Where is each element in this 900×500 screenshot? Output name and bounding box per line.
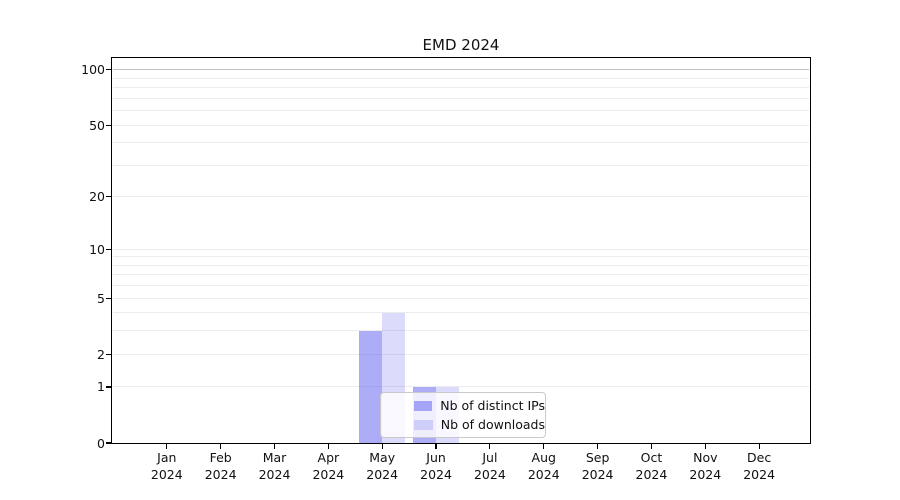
x-tick-mark-dec [758, 444, 760, 449]
y-tick-label-2: 2 [97, 346, 105, 362]
y-tick-mark-5 [106, 297, 111, 299]
legend-swatch-downloads-icon [414, 419, 433, 430]
gridline-6 [113, 285, 809, 287]
legend: Nb of distinct IPs Nb of downloads [380, 392, 546, 438]
x-tick-month: May [369, 450, 396, 465]
y-tick-label-100: 100 [81, 62, 105, 78]
x-tick-mark-aug [543, 444, 545, 449]
x-tick-label-apr: Apr 2024 [296, 450, 360, 483]
gridline-40 [113, 142, 809, 144]
x-tick-month: Mar [262, 450, 287, 465]
y-tick-mark-1 [106, 386, 111, 388]
x-tick-year: 2024 [312, 466, 345, 482]
x-tick-month: Oct [640, 450, 663, 465]
legend-swatch-distinct-ips-icon [414, 400, 433, 411]
y-tick-mark-10 [106, 248, 111, 250]
x-tick-month: Feb [209, 450, 232, 465]
gridline-70 [113, 97, 809, 99]
x-tick-label-jun: Jun 2024 [404, 450, 468, 483]
x-tick-month: Aug [531, 450, 556, 465]
x-tick-year: 2024 [366, 466, 399, 482]
x-tick-label-jan: Jan 2024 [135, 450, 199, 483]
x-tick-month: Jun [426, 450, 446, 465]
x-tick-mark-mar [273, 444, 276, 449]
x-tick-mark-sep [597, 444, 599, 449]
x-tick-month: Apr [317, 450, 340, 465]
x-tick-year: 2024 [743, 466, 776, 482]
bar-distinct-ips-may [359, 330, 383, 443]
gridline-1 [113, 386, 809, 388]
x-tick-label-sep: Sep 2024 [566, 450, 630, 483]
y-tick-label-0: 0 [97, 435, 105, 451]
x-tick-mark-nov [704, 444, 706, 449]
gridline-80 [113, 87, 809, 89]
gridline-20 [113, 196, 809, 198]
x-tick-month: Dec [747, 450, 772, 465]
y-tick-mark-2 [106, 353, 111, 355]
x-tick-mark-jan [166, 444, 168, 449]
legend-item-distinct-ips: Nb of distinct IPs [414, 398, 545, 413]
gridline-60 [113, 110, 809, 112]
gridline-4 [113, 312, 809, 314]
x-tick-year: 2024 [581, 466, 614, 482]
y-tick-mark-0 [106, 442, 111, 444]
x-tick-year: 2024 [420, 466, 452, 482]
chart-title: EMD 2024 [422, 36, 500, 54]
x-tick-month: Sep [585, 450, 610, 465]
x-tick-label-aug: Aug 2024 [512, 450, 576, 483]
x-tick-label-oct: Oct 2024 [619, 450, 683, 483]
x-tick-mark-jul [489, 444, 491, 449]
x-tick-month: Jul [482, 450, 498, 465]
x-tick-month: Nov [693, 450, 718, 465]
gridline-90 [113, 77, 809, 79]
x-tick-label-dec: Dec 2024 [727, 450, 791, 483]
legend-item-downloads: Nb of downloads [414, 417, 545, 432]
x-tick-mark-oct [650, 444, 653, 449]
gridline-50 [113, 124, 809, 126]
y-tick-label-5: 5 [97, 290, 105, 306]
gridline-2 [113, 353, 809, 355]
x-tick-mark-apr [327, 444, 329, 449]
y-tick-mark-100 [106, 69, 111, 71]
gridline-100 [113, 69, 809, 71]
x-tick-label-feb: Feb 2024 [189, 450, 253, 483]
y-tick-mark-50 [106, 124, 111, 126]
gridline-7 [113, 274, 809, 276]
gridline-8 [113, 264, 809, 266]
gridline-30 [113, 164, 809, 166]
x-tick-year: 2024 [527, 466, 560, 482]
y-tick-label-20: 20 [89, 189, 105, 205]
x-tick-label-may: May 2024 [350, 450, 414, 483]
y-tick-mark-20 [106, 196, 111, 198]
y-tick-label-50: 50 [89, 117, 105, 133]
gridline-9 [113, 256, 809, 258]
x-tick-year: 2024 [258, 466, 291, 482]
x-tick-mark-feb [220, 444, 222, 449]
x-tick-year: 2024 [635, 466, 668, 482]
x-tick-year: 2024 [473, 466, 506, 482]
legend-label-downloads: Nb of downloads [440, 417, 545, 432]
legend-label-distinct-ips: Nb of distinct IPs [440, 398, 545, 413]
x-tick-mark-may [381, 444, 383, 449]
x-tick-month: Jan [157, 450, 177, 465]
x-tick-label-jul: Jul 2024 [458, 450, 522, 483]
y-tick-label-10: 10 [89, 241, 105, 257]
y-tick-label-1: 1 [97, 379, 105, 395]
x-tick-label-nov: Nov 2024 [673, 450, 737, 483]
x-tick-year: 2024 [150, 466, 183, 482]
gridline-5 [113, 297, 809, 299]
x-tick-mark-jun [435, 444, 437, 449]
gridline-3 [113, 330, 809, 332]
x-tick-year: 2024 [689, 466, 722, 482]
gridline-10 [113, 248, 809, 250]
x-tick-label-mar: Mar 2024 [243, 450, 307, 483]
x-tick-year: 2024 [204, 466, 237, 482]
